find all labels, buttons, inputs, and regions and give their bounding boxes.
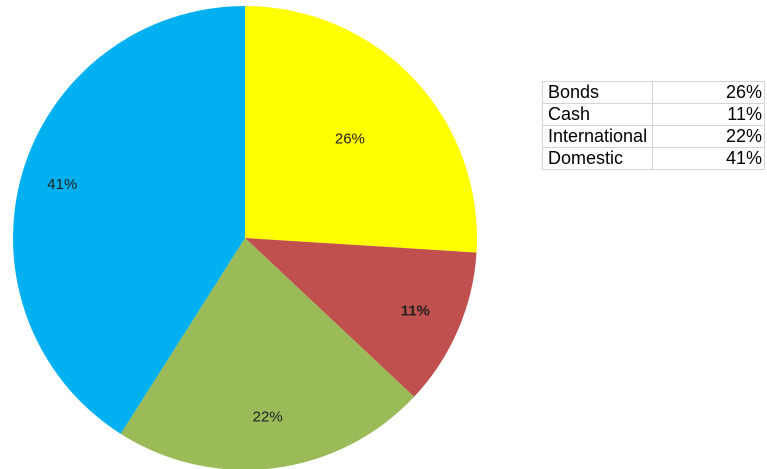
table-cell-category[interactable]: Cash (542, 103, 653, 126)
table-cell-value[interactable]: 41% (652, 147, 765, 170)
pie-slice-bonds[interactable] (245, 6, 477, 253)
table-cell-category[interactable]: Domestic (542, 147, 653, 170)
pie-slice-international[interactable] (120, 238, 415, 469)
data-label-bonds: 26% (335, 130, 365, 147)
table-cell-value[interactable]: 26% (652, 81, 765, 104)
table-cell-value[interactable]: 11% (652, 103, 765, 126)
data-label-domestic: 41% (47, 176, 77, 193)
pie-slice-domestic[interactable] (13, 6, 246, 434)
table-row: Bonds 26% (542, 81, 765, 104)
table-cell-category[interactable]: International (542, 125, 653, 148)
pie-slice-cash[interactable] (245, 238, 477, 397)
table-cell-value[interactable]: 22% (652, 125, 765, 148)
table-row: Domestic 41% (542, 147, 765, 170)
pie-chart: 26% 11% 22% 41% (13, 6, 477, 469)
pie-chart-svg: 26% 11% 22% 41% (13, 6, 477, 469)
table-row: Cash 11% (542, 103, 765, 126)
table-row: International 22% (542, 125, 765, 148)
allocation-table: Bonds 26% Cash 11% International 22% Dom… (542, 81, 765, 170)
data-label-cash: 11% (401, 303, 430, 320)
data-label-international: 22% (253, 408, 283, 425)
table-cell-category[interactable]: Bonds (542, 81, 653, 104)
